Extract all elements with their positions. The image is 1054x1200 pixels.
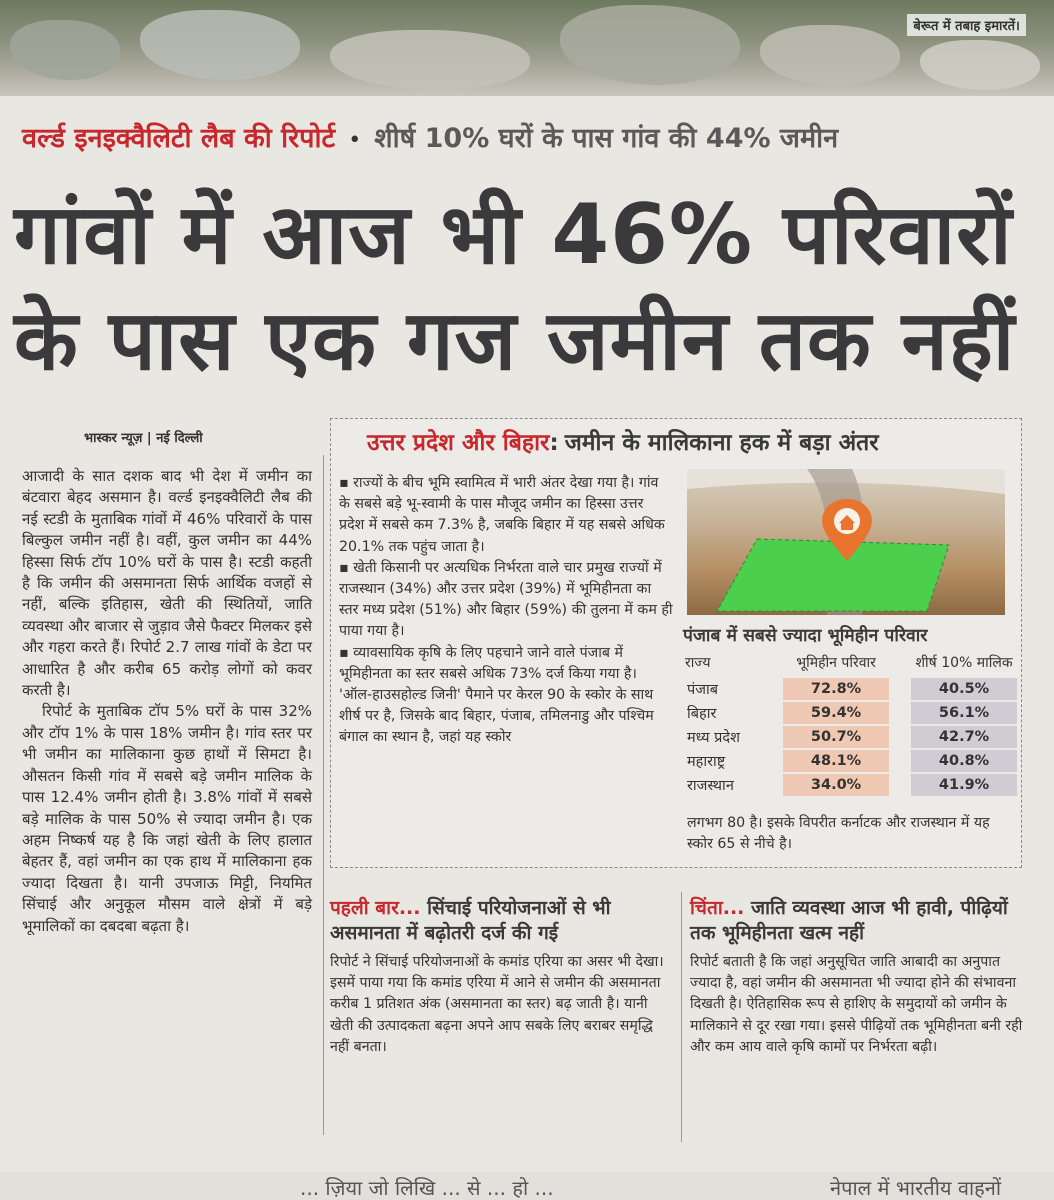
- land-illustration: [687, 469, 1005, 615]
- section-first-title: पहली बार... सिंचाई परियोजनाओं से भी असमा…: [330, 896, 670, 946]
- kicker-source: वर्ल्ड इनइक्वैलिटी लैब की रिपोर्ट: [22, 123, 336, 154]
- row-gap: [889, 702, 911, 724]
- top-photo: बेरूत में तबाह इमारतें।: [0, 0, 1054, 96]
- kicker: वर्ल्ड इनइक्वैलिटी लैब की रिपोर्ट • शीर्…: [22, 118, 1032, 162]
- photo-caption: बेरूत में तबाह इमारतें।: [907, 14, 1026, 36]
- row-gap: [889, 774, 911, 796]
- row-top10: 40.8%: [911, 750, 1017, 772]
- header-landless: भूमिहीन परिवार: [796, 655, 876, 671]
- row-gap: [889, 750, 911, 772]
- table-row: महाराष्ट्र 48.1% 40.8%: [683, 750, 1017, 772]
- row-top10: 40.5%: [911, 678, 1017, 700]
- section-first-headline: सिंचाई परियोजनाओं से भी असमानता में बढ़ो…: [330, 897, 611, 944]
- section-first-body: रिपोर्ट ने सिंचाई परियोजनाओं के कमांड एर…: [330, 954, 664, 1055]
- box-title-colon: :: [549, 430, 559, 456]
- row-state: मध्य प्रदेश: [687, 730, 740, 746]
- row-state: राजस्थान: [687, 778, 734, 794]
- header-top10: शीर्ष 10% मालिक: [915, 655, 1013, 671]
- landless-table: राज्य भूमिहीन परिवार शीर्ष 10% मालिक पंज…: [683, 649, 1017, 798]
- row-landless: 50.7%: [783, 726, 889, 748]
- byline: भास्कर न्यूज़ | नई दिल्ली: [84, 431, 203, 446]
- land-plot-graphic: [687, 469, 1005, 615]
- left-paragraph-2: रिपोर्ट के मुताबिक टॉप 5% घरों के पास 32…: [22, 702, 312, 935]
- row-top10: 41.9%: [911, 774, 1017, 796]
- table-header-row: राज्य भूमिहीन परिवार शीर्ष 10% मालिक: [683, 651, 1017, 676]
- section-second-kicker: चिंता...: [690, 897, 745, 919]
- section-divider: [681, 892, 682, 1142]
- left-column: आजादी के सात दशक बाद भी देश में जमीन का …: [22, 466, 312, 937]
- headline-line-1: गांवों में आज भी 46% परिवारों: [14, 186, 1013, 283]
- headline: गांवों में आज भी 46% परिवारों के पास एक …: [14, 182, 1040, 394]
- row-top10: 56.1%: [911, 702, 1017, 724]
- row-top10: 42.7%: [911, 726, 1017, 748]
- location-pin-icon: [822, 499, 872, 561]
- box-title: उत्तर प्रदेश और बिहार: जमीन के मालिकाना ह…: [367, 425, 879, 459]
- row-state: बिहार: [687, 706, 717, 722]
- box-bullet-3: ▪ व्यावसायिक कृषि के लिए पहचाने जाने वाल…: [339, 644, 654, 746]
- section-concern: चिंता... जाति व्यवस्था आज भी हावी, पीढ़ि…: [690, 896, 1030, 1058]
- left-paragraph-1: आजादी के सात दशक बाद भी देश में जमीन का …: [22, 467, 312, 700]
- column-divider: [323, 455, 324, 1135]
- table-row: मध्य प्रदेश 50.7% 42.7%: [683, 726, 1017, 748]
- row-landless: 34.0%: [783, 774, 889, 796]
- header-gap: [889, 651, 911, 676]
- kicker-bullet: •: [348, 128, 362, 153]
- kicker-highlight: शीर्ष 10% घरों के पास गांव की 44% जमीन: [374, 123, 839, 154]
- section-second-title: चिंता... जाति व्यवस्था आज भी हावी, पीढ़ि…: [690, 896, 1030, 946]
- up-bihar-box: उत्तर प्रदेश और बिहार: जमीन के मालिकाना ह…: [330, 418, 1022, 868]
- table-row: राजस्थान 34.0% 41.9%: [683, 774, 1017, 796]
- section-second-body: रिपोर्ट बताती है कि जहां अनुसूचित जाति आ…: [690, 954, 1023, 1055]
- section-first-kicker: पहली बार...: [330, 897, 421, 919]
- box-bullets: ▪ राज्यों के बीच भूमि स्वामित्व में भारी…: [339, 473, 673, 749]
- box-tail-text: लगभग 80 है। इसके विपरीत कर्नाटक और राजस्…: [687, 815, 990, 853]
- row-state: पंजाब: [687, 682, 719, 698]
- row-landless: 59.4%: [783, 702, 889, 724]
- bottom-next-headline: नेपाल में भारतीय वाहनों: [830, 1176, 1002, 1200]
- row-landless: 48.1%: [783, 750, 889, 772]
- row-landless: 72.8%: [783, 678, 889, 700]
- table-row: बिहार 59.4% 56.1%: [683, 702, 1017, 724]
- box-bullet-2: ▪ खेती किसानी पर अत्यधिक निर्भरता वाले च…: [339, 559, 673, 640]
- bottom-strip: ... ज़िया जो लिखि ... से ... हो ... नेपा…: [0, 1172, 1054, 1200]
- box-title-red: उत्तर प्रदेश और बिहार: [367, 430, 550, 456]
- headline-line-2: के पास एक गज जमीन तक नहीं: [14, 292, 1016, 389]
- bottom-cutoff-headline: ... ज़िया जो लिखि ... से ... हो ...: [300, 1176, 554, 1200]
- header-state: राज्य: [685, 655, 711, 671]
- section-second-headline: जाति व्यवस्था आज भी हावी, पीढ़ियों तक भू…: [690, 897, 1008, 944]
- row-state: महाराष्ट्र: [687, 754, 726, 770]
- table-row: पंजाब 72.8% 40.5%: [683, 678, 1017, 700]
- row-gap: [889, 726, 911, 748]
- box-title-grey: जमीन के मालिकाना हक में बड़ा अंतर: [564, 430, 879, 456]
- box-bullet-1: ▪ राज्यों के बीच भूमि स्वामित्व में भारी…: [339, 475, 665, 555]
- row-gap: [889, 678, 911, 700]
- table-title: पंजाब में सबसे ज्यादा भूमिहीन परिवार: [683, 626, 928, 646]
- section-first-time: पहली बार... सिंचाई परियोजनाओं से भी असमा…: [330, 896, 670, 1058]
